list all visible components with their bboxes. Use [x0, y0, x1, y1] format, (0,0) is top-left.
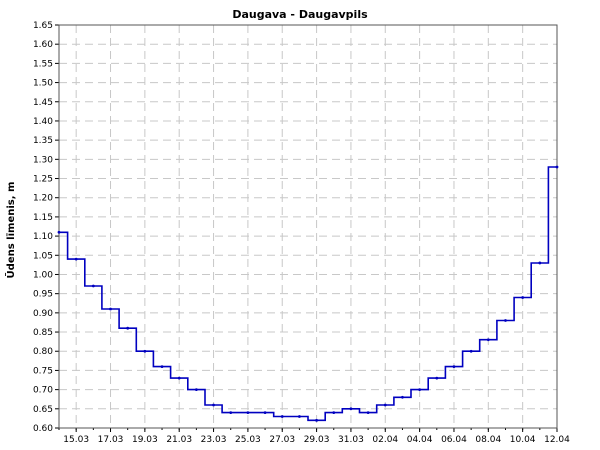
y-tick-label: 0.95: [33, 290, 53, 300]
data-point: [212, 403, 215, 407]
plot-area: 0.60 0.65 0.70 0.75 0.80 0.85 0.90 0.95 1.00 1.05…: [33, 21, 570, 445]
y-tick-label: 1.30: [33, 155, 53, 165]
data-point: [109, 307, 112, 311]
x-tick-label: 29.03: [304, 435, 330, 445]
x-tick-label: 10.04: [510, 435, 536, 445]
y-tick-label: 1.60: [33, 40, 53, 50]
y-tick-label: 1.00: [33, 270, 53, 280]
data-point: [263, 411, 267, 415]
y-tick-label: 0.70: [33, 386, 53, 396]
y-tick-label: 0.80: [33, 347, 53, 357]
x-tick-label: 04.04: [407, 435, 433, 445]
x-tick-label: 06.04: [441, 435, 467, 445]
data-point: [521, 296, 525, 299]
data-point: [57, 230, 61, 234]
y-tick-label: 1.45: [33, 98, 53, 108]
data-point: [229, 411, 233, 415]
y-tick-label: 1.25: [33, 175, 53, 185]
x-tick-label: 27.03: [269, 435, 295, 445]
data-point: [315, 418, 318, 422]
data-point: [280, 415, 284, 418]
y-tick-label: 0.75: [33, 366, 53, 376]
x-tick-label: 08.04: [475, 435, 501, 445]
y-tick-label: 1.15: [33, 213, 53, 223]
y-tick-label: 1.10: [33, 232, 53, 242]
data-point: [143, 349, 147, 353]
data-point: [349, 407, 353, 411]
y-axis-label: Ūdens līmenis, m: [4, 182, 17, 279]
data-point: [160, 365, 164, 368]
data-point: [298, 415, 301, 418]
data-point: [91, 284, 95, 288]
x-tick-label: 21.03: [166, 435, 192, 445]
y-tick-label: 0.60: [33, 424, 53, 434]
data-point: [383, 403, 387, 407]
y-tick-label: 1.40: [33, 117, 53, 127]
chart-title: Daugava - Daugavpils: [232, 8, 368, 21]
x-tick-label: 23.03: [201, 435, 227, 445]
y-tick-label: 1.65: [33, 21, 53, 31]
data-point: [504, 319, 507, 322]
data-point: [435, 376, 439, 380]
data-point: [126, 326, 130, 330]
x-tick-label: 12.04: [544, 435, 570, 445]
y-tick-label: 1.20: [33, 194, 53, 204]
x-tick-label: 15.03: [63, 435, 89, 445]
plot-frame: [58, 24, 558, 429]
y-tick-label: 0.90: [33, 309, 53, 319]
data-point: [177, 376, 181, 380]
y-tick-label: 0.85: [33, 328, 53, 338]
y-tick-label: 1.35: [33, 136, 53, 146]
data-point: [194, 388, 198, 392]
y-tick-label: 1.05: [33, 251, 53, 261]
y-tick-label: 1.50: [33, 79, 53, 89]
x-tick-label: 25.03: [235, 435, 261, 445]
y-tick-label: 1.55: [33, 59, 53, 69]
data-point: [486, 338, 490, 342]
x-tick-label: 19.03: [132, 435, 158, 445]
data-point: [555, 165, 559, 169]
x-tick-label: 02.04: [372, 435, 398, 445]
data-point: [538, 261, 542, 265]
data-point: [469, 349, 473, 353]
data-point: [452, 365, 456, 368]
data-point: [401, 395, 404, 399]
data-point: [246, 411, 250, 415]
x-tick-label: 17.03: [98, 435, 124, 445]
data-point: [366, 411, 370, 415]
y-tick-label: 0.65: [33, 405, 53, 415]
data-point: [418, 388, 422, 392]
x-tick-label: 31.03: [338, 435, 364, 445]
data-point: [74, 257, 78, 261]
data-point: [332, 411, 336, 415]
